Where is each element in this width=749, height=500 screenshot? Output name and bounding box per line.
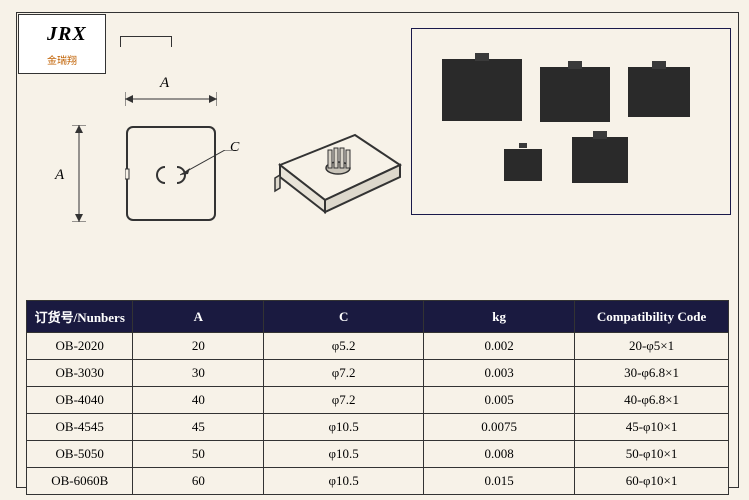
cell-a: 50 (133, 441, 264, 468)
technical-drawing: A A C (60, 80, 360, 250)
dimension-label-a-left: A (55, 167, 64, 184)
product-sample-5 (572, 137, 628, 183)
header-kg: kg (424, 301, 575, 333)
header-compat: Compatibility Code (575, 301, 729, 333)
cell-c: φ10.5 (264, 414, 424, 441)
logo-subtitle: 金瑞翔 (19, 52, 105, 67)
cell-compat: 40-φ6.8×1 (575, 387, 729, 414)
part-isometric-view (270, 120, 410, 230)
table-row: OB-4545 45 φ10.5 0.0075 45-φ10×1 (27, 414, 729, 441)
cell-kg: 0.003 (424, 360, 575, 387)
table-row: OB-4040 40 φ7.2 0.005 40-φ6.8×1 (27, 387, 729, 414)
cell-a: 40 (133, 387, 264, 414)
product-photo-box (411, 28, 731, 215)
ruler-mark (120, 36, 172, 47)
dimension-label-a-top: A (160, 75, 169, 92)
cell-num: OB-4545 (27, 414, 133, 441)
cell-a: 45 (133, 414, 264, 441)
header-numbers: 订货号/Nunbers (27, 301, 133, 333)
cell-compat: 30-φ6.8×1 (575, 360, 729, 387)
specification-table: 订货号/Nunbers A C kg Compatibility Code OB… (26, 300, 729, 495)
table-row: OB-6060B 60 φ10.5 0.015 60-φ10×1 (27, 468, 729, 495)
product-sample-4 (504, 149, 542, 181)
cell-compat: 60-φ10×1 (575, 468, 729, 495)
leader-line-c (180, 150, 240, 180)
table-row: OB-5050 50 φ10.5 0.008 50-φ10×1 (27, 441, 729, 468)
dimension-line-left (72, 125, 86, 222)
cell-compat: 50-φ10×1 (575, 441, 729, 468)
product-sample-1 (442, 59, 522, 121)
cell-kg: 0.008 (424, 441, 575, 468)
cell-c: φ10.5 (264, 468, 424, 495)
product-sample-3 (628, 67, 690, 117)
cell-num: OB-4040 (27, 387, 133, 414)
cell-a: 60 (133, 468, 264, 495)
cell-c: φ5.2 (264, 333, 424, 360)
table-body: OB-2020 20 φ5.2 0.002 20-φ5×1 OB-3030 30… (27, 333, 729, 495)
dimension-line-top (125, 92, 217, 106)
product-sample-2 (540, 67, 610, 122)
cell-kg: 0.015 (424, 468, 575, 495)
cell-num: OB-2020 (27, 333, 133, 360)
table-row: OB-2020 20 φ5.2 0.002 20-φ5×1 (27, 333, 729, 360)
cell-c: φ10.5 (264, 441, 424, 468)
cell-a: 20 (133, 333, 264, 360)
table-header-row: 订货号/Nunbers A C kg Compatibility Code (27, 301, 729, 333)
cell-num: OB-6060B (27, 468, 133, 495)
cell-kg: 0.005 (424, 387, 575, 414)
cell-c: φ7.2 (264, 360, 424, 387)
header-a: A (133, 301, 264, 333)
cell-num: OB-3030 (27, 360, 133, 387)
logo-text: JRX (47, 23, 87, 46)
cell-a: 30 (133, 360, 264, 387)
cell-kg: 0.002 (424, 333, 575, 360)
cell-kg: 0.0075 (424, 414, 575, 441)
cell-num: OB-5050 (27, 441, 133, 468)
logo-box: JRX 金瑞翔 (18, 14, 106, 74)
cell-c: φ7.2 (264, 387, 424, 414)
header-c: C (264, 301, 424, 333)
table-row: OB-3030 30 φ7.2 0.003 30-φ6.8×1 (27, 360, 729, 387)
cell-compat: 20-φ5×1 (575, 333, 729, 360)
cell-compat: 45-φ10×1 (575, 414, 729, 441)
